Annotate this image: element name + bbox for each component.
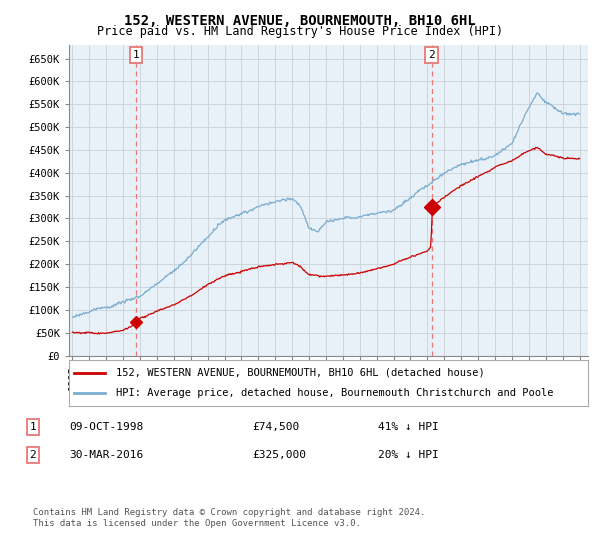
Text: £74,500: £74,500 (252, 422, 299, 432)
Text: 2: 2 (428, 50, 435, 60)
Text: 152, WESTERN AVENUE, BOURNEMOUTH, BH10 6HL: 152, WESTERN AVENUE, BOURNEMOUTH, BH10 6… (124, 14, 476, 28)
Text: HPI: Average price, detached house, Bournemouth Christchurch and Poole: HPI: Average price, detached house, Bour… (116, 388, 553, 398)
Text: 1: 1 (133, 50, 139, 60)
Text: £325,000: £325,000 (252, 450, 306, 460)
Text: 30-MAR-2016: 30-MAR-2016 (69, 450, 143, 460)
Text: 152, WESTERN AVENUE, BOURNEMOUTH, BH10 6HL (detached house): 152, WESTERN AVENUE, BOURNEMOUTH, BH10 6… (116, 368, 484, 378)
Text: 1: 1 (29, 422, 37, 432)
Text: 09-OCT-1998: 09-OCT-1998 (69, 422, 143, 432)
Text: 41% ↓ HPI: 41% ↓ HPI (378, 422, 439, 432)
Text: Price paid vs. HM Land Registry's House Price Index (HPI): Price paid vs. HM Land Registry's House … (97, 25, 503, 38)
Text: 20% ↓ HPI: 20% ↓ HPI (378, 450, 439, 460)
Text: 2: 2 (29, 450, 37, 460)
Text: Contains HM Land Registry data © Crown copyright and database right 2024.
This d: Contains HM Land Registry data © Crown c… (33, 508, 425, 528)
